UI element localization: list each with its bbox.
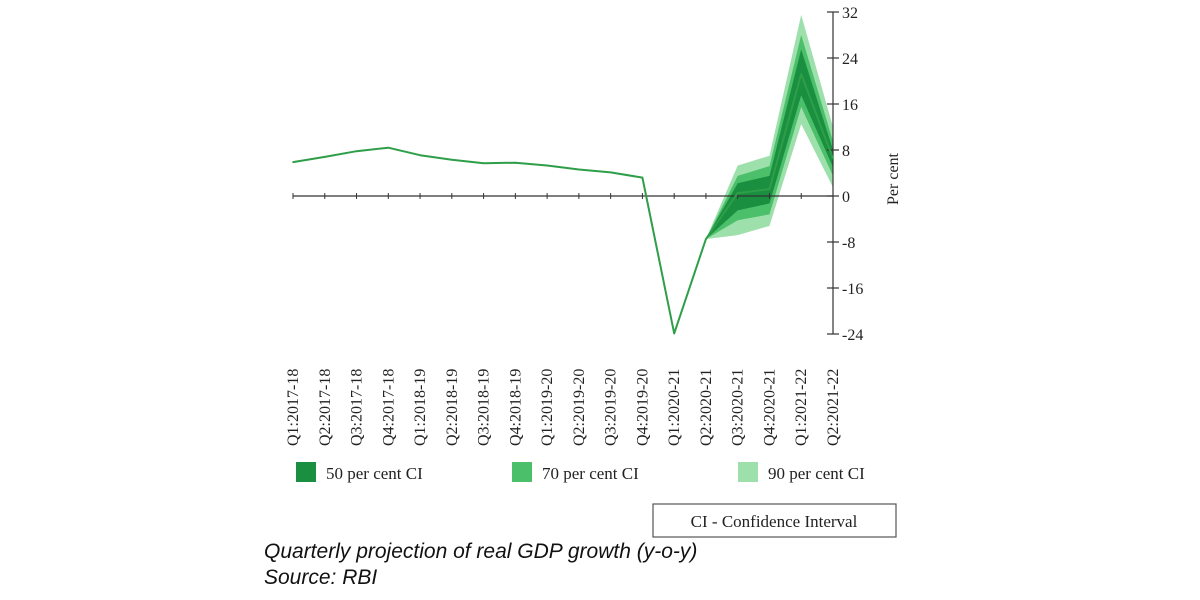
caption-title: Quarterly projection of real GDP growth … (264, 540, 698, 563)
data-point (324, 156, 326, 158)
x-tick-label: Q2:2020-21 (698, 369, 715, 446)
x-tick-label: Q4:2018-19 (507, 369, 524, 446)
x-tick-label: Q1:2020-21 (666, 369, 683, 446)
gdp-projection-chart: 32 24 16 8 0 -8 -16 -24 Per cent Q1:2017-18 Q2:20… (285, 5, 902, 538)
legend-note-box (652, 503, 897, 538)
data-point (419, 154, 421, 156)
x-tick-label: Q2:2019-20 (571, 369, 588, 446)
y-tick-label: -16 (842, 281, 863, 298)
data-point (546, 164, 548, 167)
ci-band-50 (705, 49, 833, 240)
data-point (292, 161, 294, 163)
x-tick-label: Q2:2017-18 (317, 369, 334, 446)
y-tick-label: -24 (842, 327, 863, 344)
data-point (482, 162, 485, 164)
x-tick-label: Q4:2017-18 (380, 369, 397, 446)
data-point (355, 150, 358, 152)
legend-label: 90 per cent CI (768, 464, 865, 483)
data-point (514, 161, 517, 164)
y-tick-label: -8 (842, 235, 855, 252)
data-point (387, 146, 390, 149)
legend-note: CI - Confidence Interval (691, 512, 858, 531)
data-point (736, 192, 739, 194)
data-point (641, 176, 644, 179)
axes: 32 24 16 8 0 -8 -16 -24 Per cent (292, 5, 902, 344)
x-tick-label: Q1:2019-20 (539, 369, 556, 446)
legend: 50 per cent CI 70 per cent CI 90 per cent … (296, 462, 897, 538)
data-point (832, 157, 834, 160)
x-tick-label: Q1:2017-18 (285, 369, 302, 446)
y-tick-label: 32 (842, 5, 858, 22)
x-tick-label: Q1:2021-22 (793, 369, 810, 446)
data-point (705, 238, 707, 240)
y-tick-label: 0 (842, 189, 850, 206)
data-point (609, 171, 612, 174)
x-tick-label: Q1:2018-19 (412, 369, 429, 446)
legend-swatch-50 (296, 462, 316, 482)
legend-swatch-90 (738, 462, 758, 482)
x-tick-label: Q2:2018-19 (444, 369, 461, 446)
y-tick-label: 16 (842, 97, 858, 114)
y-axis-label: Per cent (885, 152, 902, 205)
x-tick-label: Q3:2018-19 (476, 369, 493, 446)
x-tick-label: Q3:2020-21 (730, 369, 747, 446)
legend-label: 70 per cent CI (542, 464, 639, 483)
x-tick-label: Q4:2019-20 (634, 369, 651, 446)
data-point (451, 159, 453, 161)
legend-label: 50 per cent CI (326, 464, 423, 483)
legend-swatch-70 (512, 462, 532, 482)
data-point (578, 168, 580, 171)
x-tick-label: Q3:2017-18 (349, 369, 366, 446)
y-tick-label: 24 (842, 51, 858, 68)
gdp-line-layer (292, 73, 834, 335)
gdp-growth-line (292, 73, 834, 335)
caption-source: Source: RBI (264, 566, 378, 589)
x-tick-label: Q2:2021-22 (825, 369, 842, 446)
y-tick-label: 8 (842, 143, 850, 160)
x-tick-label: Q4:2020-21 (762, 369, 779, 446)
x-tick-label: Q3:2019-20 (603, 369, 620, 446)
data-point (768, 188, 771, 190)
confidence-bands (705, 14, 833, 240)
data-point (673, 332, 675, 335)
data-point (800, 73, 802, 75)
x-tick-labels: Q1:2017-18 Q2:2017-18 Q3:2017-18 Q4:2017-18… (285, 369, 842, 446)
